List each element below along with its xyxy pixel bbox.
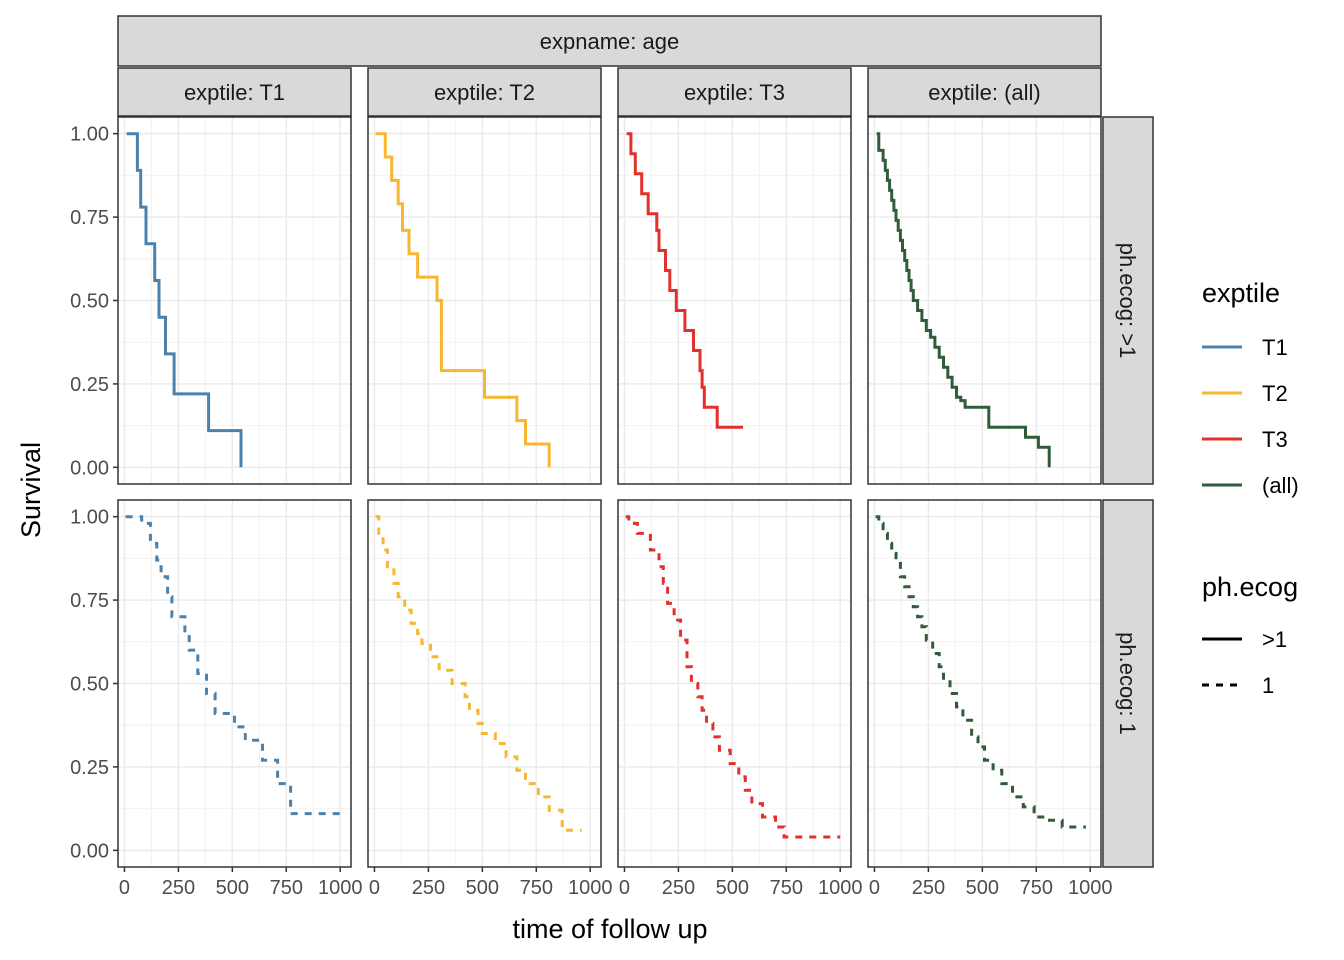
x-tick-label: 1000 xyxy=(318,877,363,899)
column-strip-label-all: exptile: (all) xyxy=(928,80,1040,105)
legend: exptile T1 T2 T3 (all) ph.ecog >1 1 xyxy=(1202,278,1299,698)
x-tick-label: 0 xyxy=(119,877,130,899)
x-tick-label: 750 xyxy=(270,877,303,899)
axes-layer: 0.00 0.25 0.50 0.75 1.00 0.00 0.25 0.50 0.75 1.00… xyxy=(70,124,1112,899)
y-tick-label: 0.25 xyxy=(70,757,109,779)
x-tick-label: 250 xyxy=(912,877,945,899)
x-tick-label: 1000 xyxy=(818,877,863,899)
x-tick-label: 500 xyxy=(216,877,249,899)
x-tick-label: 500 xyxy=(466,877,499,899)
column-strip-T1 xyxy=(117,67,352,117)
column-strip-T3 xyxy=(617,67,852,117)
row-strip-eq1 xyxy=(1102,499,1154,868)
legend-label-T1: T1 xyxy=(1262,335,1288,360)
x-tick-label: 500 xyxy=(966,877,999,899)
panel-border xyxy=(617,116,852,485)
top-strip-box xyxy=(117,15,1102,67)
panel-all-gt1 xyxy=(867,116,1102,485)
x-tick-label: 250 xyxy=(412,877,445,899)
column-strip-T2 xyxy=(367,67,602,117)
panel-T1-eq1 xyxy=(117,499,352,868)
strips-layer: expname: age exptile: T1 exptile: T2 exptil… xyxy=(117,15,1154,868)
row-strip-label-gt1: ph.ecog: >1 xyxy=(1115,243,1140,359)
column-strip-all xyxy=(867,67,1102,117)
survival-curve-T2-gt1 xyxy=(375,132,551,468)
panel-T1-gt1 xyxy=(117,116,352,485)
y-tick-label: 0.00 xyxy=(70,840,109,862)
x-tick-label: 250 xyxy=(662,877,695,899)
y-tick-label: 0.75 xyxy=(70,590,109,612)
column-strip-label-T2: exptile: T2 xyxy=(434,80,535,105)
y-tick-label: 0.50 xyxy=(70,291,109,313)
survival-curve-T1-gt1 xyxy=(126,132,243,468)
survival-curve-all-eq1 xyxy=(875,515,1086,829)
panel-border xyxy=(367,116,602,485)
y-tick-label: 1.00 xyxy=(70,507,109,529)
survival-curve-all-gt1 xyxy=(876,132,1051,468)
x-tick-label: 1000 xyxy=(1068,877,1113,899)
column-strip-label-T3: exptile: T3 xyxy=(684,80,785,105)
top-strip-label: expname: age xyxy=(540,29,679,54)
x-tick-label: 500 xyxy=(716,877,749,899)
panel-border xyxy=(867,116,1102,485)
legend-title-exptile: exptile xyxy=(1202,278,1280,308)
y-axis-title: Survival xyxy=(16,442,46,538)
y-tick-label: 0.25 xyxy=(70,374,109,396)
x-axis-title: time of follow up xyxy=(512,914,707,944)
x-tick-label: 750 xyxy=(770,877,803,899)
y-tick-label: 0.75 xyxy=(70,207,109,229)
x-tick-label: 1000 xyxy=(568,877,613,899)
column-strip-label-T1: exptile: T1 xyxy=(184,80,285,105)
panel-T3-gt1 xyxy=(617,116,852,485)
legend-label-ecog-eq1: 1 xyxy=(1262,673,1274,698)
panel-all-eq1 xyxy=(867,499,1102,868)
x-tick-label: 0 xyxy=(619,877,630,899)
y-tick-label: 0.50 xyxy=(70,674,109,696)
x-tick-label: 750 xyxy=(1020,877,1053,899)
row-strip-label-eq1: ph.ecog: 1 xyxy=(1115,632,1140,735)
legend-title-ecog: ph.ecog xyxy=(1202,572,1298,602)
survival-curve-T3-eq1 xyxy=(625,515,841,839)
panels-layer xyxy=(117,116,1102,868)
legend-label-T2: T2 xyxy=(1262,381,1288,406)
panel-border xyxy=(617,499,852,868)
panel-T2-eq1 xyxy=(367,499,602,868)
panel-border xyxy=(867,499,1102,868)
panel-T2-gt1 xyxy=(367,116,602,485)
survival-curve-T3-gt1 xyxy=(626,132,744,429)
legend-label-T3: T3 xyxy=(1262,427,1288,452)
panel-border xyxy=(367,499,602,868)
y-tick-label: 0.00 xyxy=(70,457,109,479)
legend-label-all: (all) xyxy=(1262,473,1299,498)
legend-label-ecog-gt1: >1 xyxy=(1262,627,1287,652)
survival-curve-T1-eq1 xyxy=(125,515,341,816)
panel-T3-eq1 xyxy=(617,499,852,868)
y-tick-label: 1.00 xyxy=(70,124,109,146)
x-tick-label: 0 xyxy=(369,877,380,899)
row-strip-gt1 xyxy=(1102,116,1154,485)
x-tick-label: 750 xyxy=(520,877,553,899)
x-tick-label: 0 xyxy=(869,877,880,899)
x-tick-label: 250 xyxy=(162,877,195,899)
